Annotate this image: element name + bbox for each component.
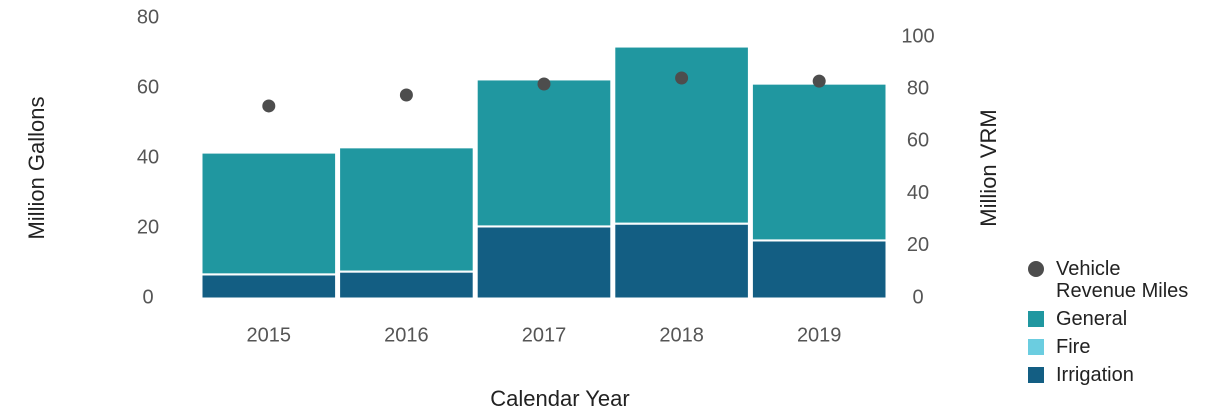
legend-marker — [1028, 261, 1044, 277]
bar-segment — [751, 83, 887, 241]
bar-segment — [201, 274, 337, 299]
legend: Vehicle Revenue Miles General Fire Irrigati… — [1020, 258, 1220, 392]
legend-marker — [1028, 367, 1044, 383]
bar-segment — [751, 240, 887, 299]
y2-tick-label: 40 — [907, 182, 929, 204]
vrm-point — [262, 99, 276, 113]
x-tick-label: 2017 — [522, 324, 567, 346]
legend-label: General — [1056, 308, 1128, 330]
bar-segment — [476, 226, 612, 299]
x-tick-label: 2016 — [384, 324, 429, 346]
legend-item: Irrigation — [1020, 364, 1220, 386]
legend-marker — [1028, 311, 1044, 327]
y2-tick-label: 100 — [901, 25, 934, 47]
y2-tick-label: 80 — [907, 78, 929, 100]
x-axis-title: Calendar Year — [490, 386, 629, 411]
y-tick-label: 40 — [137, 146, 159, 168]
legend-item: Fire — [1020, 336, 1220, 358]
y-tick-label: 80 — [137, 6, 159, 28]
y-tick-label: 20 — [137, 216, 159, 238]
y2-tick-label: 20 — [907, 234, 929, 256]
bar-segment — [201, 152, 337, 275]
y-tick-label: 0 — [142, 286, 153, 308]
bar-segment — [614, 223, 749, 299]
legend-label: Irrigation — [1056, 364, 1134, 386]
legend-item: Vehicle Revenue Miles — [1020, 258, 1220, 302]
vrm-point — [399, 88, 413, 102]
y2-tick-label: 60 — [907, 130, 929, 152]
vrm-point — [812, 74, 826, 88]
vrm-point — [675, 71, 689, 85]
x-tick-label: 2018 — [659, 324, 704, 346]
y-axis-title: Million Gallons — [24, 96, 49, 239]
legend-label: Vehicle Revenue Miles — [1056, 258, 1189, 302]
bar-segment — [476, 79, 612, 227]
x-tick-label: 2015 — [247, 324, 292, 346]
bar-segment — [339, 271, 474, 299]
legend-marker — [1028, 339, 1044, 355]
y2-axis-title: Million VRM — [976, 109, 1001, 226]
legend-label: Fire — [1056, 336, 1091, 358]
bar-segment — [339, 147, 474, 272]
y-tick-label: 60 — [137, 76, 159, 98]
vrm-point — [537, 77, 551, 91]
y2-tick-label: 0 — [912, 286, 923, 308]
legend-item: General — [1020, 308, 1220, 330]
x-tick-label: 2019 — [797, 324, 842, 346]
